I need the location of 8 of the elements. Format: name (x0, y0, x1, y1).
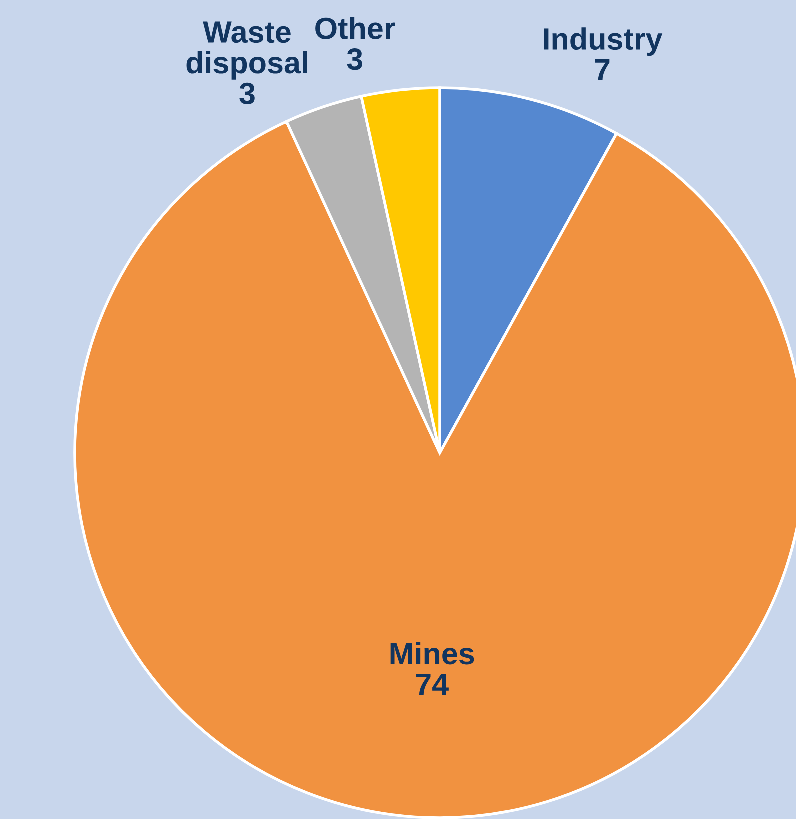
data-label: 3 (240, 82, 255, 105)
data-label: 7 (595, 59, 610, 80)
slice-label: Waste disposal (186, 22, 308, 80)
slice-label: Mines (390, 642, 474, 665)
data-label: 74 (416, 674, 449, 696)
slice-label: Other (316, 17, 396, 40)
data-label: 3 (347, 48, 362, 70)
slice-label: Industry (544, 28, 663, 56)
